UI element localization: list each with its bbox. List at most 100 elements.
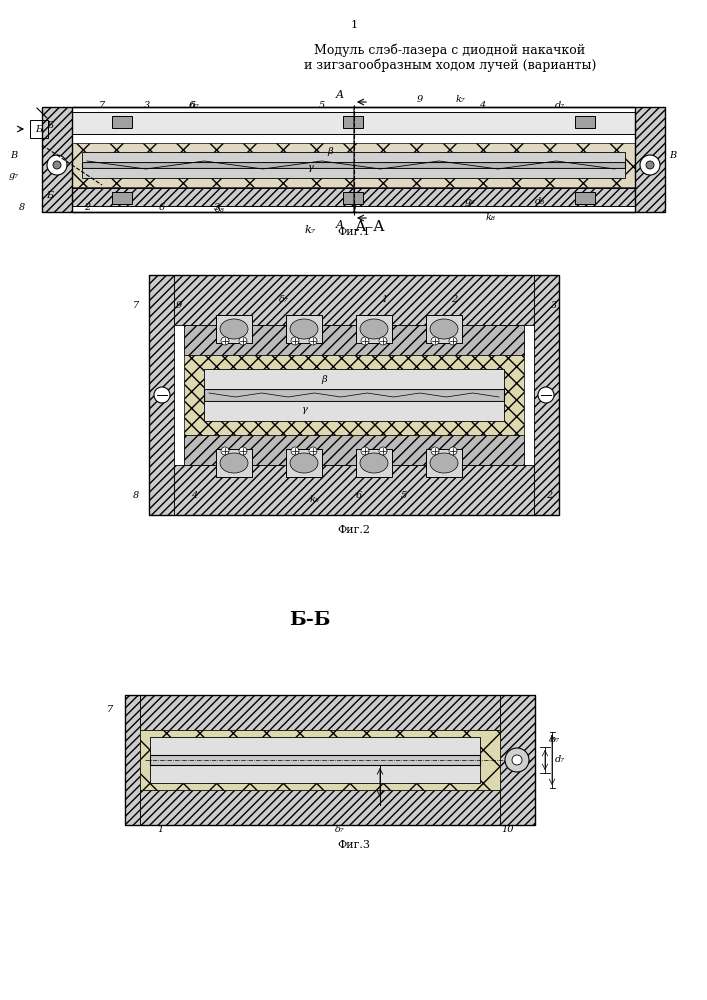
Text: d₇: d₇ [555, 756, 565, 764]
Text: γ: γ [307, 163, 313, 172]
Text: 7: 7 [133, 300, 139, 310]
Bar [72, 143, 635, 187]
Text: δ₇: δ₇ [190, 101, 200, 109]
Text: 8: 8 [133, 490, 139, 499]
Bar [112, 192, 132, 204]
Circle shape [379, 337, 387, 345]
Text: 2: 2 [546, 490, 552, 499]
Bar [184, 435, 524, 465]
Text: Фиг.3: Фиг.3 [337, 840, 370, 850]
Ellipse shape [360, 319, 388, 339]
Text: 2: 2 [451, 296, 457, 304]
Bar [216, 449, 252, 477]
Text: и зигзагообразным ходом лучей (варианты): и зигзагообразным ходом лучей (варианты) [304, 58, 596, 72]
Bar [72, 112, 635, 134]
Circle shape [239, 337, 247, 345]
Ellipse shape [220, 453, 248, 473]
Circle shape [646, 161, 654, 169]
Circle shape [505, 748, 529, 772]
Circle shape [47, 155, 67, 175]
Bar [184, 355, 524, 435]
Bar [42, 107, 665, 212]
Text: k₇: k₇ [455, 96, 465, 104]
Text: k₈: k₈ [309, 495, 319, 504]
Text: 6: 6 [356, 490, 362, 499]
Circle shape [449, 447, 457, 455]
Circle shape [221, 337, 229, 345]
Circle shape [309, 447, 317, 455]
Text: 6: 6 [189, 101, 195, 109]
Text: k₈: k₈ [485, 214, 495, 223]
Text: 1: 1 [351, 20, 358, 30]
Text: Фиг.2: Фиг.2 [337, 525, 370, 535]
Circle shape [640, 155, 660, 175]
Bar [534, 275, 559, 515]
Bar [286, 315, 322, 343]
Text: 3: 3 [144, 101, 150, 109]
Text: 1: 1 [351, 206, 357, 215]
Text: b₇: b₇ [550, 736, 560, 744]
Bar [174, 465, 534, 515]
Text: Модуль слэб-лазера с диодной накачкой: Модуль слэб-лазера с диодной накачкой [315, 43, 585, 57]
Text: d₈: d₈ [535, 198, 545, 207]
Text: δ₈: δ₈ [215, 206, 225, 215]
Circle shape [449, 337, 457, 345]
Circle shape [239, 447, 247, 455]
Bar [82, 168, 625, 178]
Circle shape [538, 387, 554, 403]
Bar [343, 192, 363, 204]
Circle shape [221, 447, 229, 455]
Bar [82, 152, 625, 162]
Ellipse shape [430, 453, 458, 473]
Circle shape [291, 447, 299, 455]
Circle shape [361, 447, 369, 455]
Text: A: A [336, 90, 344, 100]
Text: B: B [11, 150, 18, 159]
Circle shape [291, 337, 299, 345]
Text: А–А: А–А [355, 220, 385, 234]
Circle shape [53, 161, 61, 169]
Text: 6: 6 [159, 204, 165, 213]
Text: Б: Б [47, 190, 54, 200]
Text: β: β [327, 147, 333, 156]
Bar [216, 315, 252, 343]
Circle shape [431, 337, 439, 345]
Bar [140, 790, 500, 825]
Bar [72, 107, 635, 212]
Bar [150, 765, 480, 783]
Text: g₈: g₈ [465, 198, 475, 207]
Text: d₇: d₇ [555, 101, 565, 109]
Bar [356, 315, 392, 343]
Bar [426, 449, 462, 477]
Bar [174, 275, 534, 325]
Text: 7: 7 [99, 101, 105, 109]
Text: Б: Б [35, 124, 42, 133]
Text: β: β [321, 375, 327, 384]
Bar [426, 315, 462, 343]
Bar [343, 116, 363, 128]
Bar [42, 114, 665, 132]
Text: Б-Б: Б-Б [289, 611, 331, 629]
Circle shape [512, 755, 522, 765]
Text: 3: 3 [214, 204, 220, 213]
Text: 4: 4 [191, 490, 197, 499]
Bar [204, 389, 504, 401]
Text: g₇: g₇ [9, 170, 19, 180]
Bar [140, 695, 500, 730]
Text: δ₇: δ₇ [279, 296, 289, 304]
Bar [204, 401, 504, 421]
Circle shape [309, 337, 317, 345]
Text: 5: 5 [401, 490, 407, 499]
Text: 8: 8 [19, 204, 25, 213]
Bar [125, 695, 535, 825]
Bar [575, 192, 595, 204]
Bar [30, 120, 48, 138]
Text: 9: 9 [417, 96, 423, 104]
Ellipse shape [290, 453, 318, 473]
Ellipse shape [290, 319, 318, 339]
Bar [82, 162, 625, 168]
Ellipse shape [360, 453, 388, 473]
Bar [149, 275, 559, 515]
Text: 2: 2 [84, 204, 90, 213]
Text: Фиг.1: Фиг.1 [337, 227, 370, 237]
